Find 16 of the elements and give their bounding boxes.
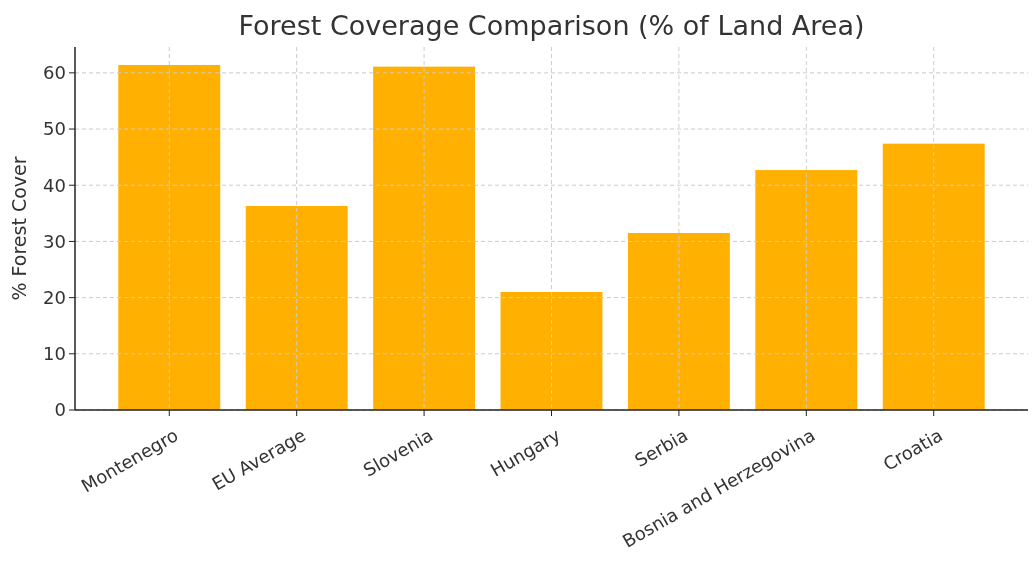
chart-title: Forest Coverage Comparison (% of Land Area)	[238, 10, 865, 41]
bar	[118, 64, 221, 410]
bar	[627, 233, 730, 410]
y-tick-label: 20	[43, 286, 66, 308]
y-tick-label: 60	[43, 62, 66, 84]
y-axis-title: % Forest Cover	[8, 156, 30, 301]
y-tick-label: 40	[43, 174, 66, 196]
bar	[245, 206, 348, 410]
bar	[755, 170, 858, 410]
y-tick-label: 0	[54, 399, 66, 421]
bar	[500, 292, 603, 410]
bar	[373, 66, 476, 410]
y-tick-label: 30	[43, 230, 66, 252]
y-tick-label: 50	[43, 118, 66, 140]
y-tick-label: 10	[43, 343, 66, 365]
bar	[882, 143, 985, 410]
